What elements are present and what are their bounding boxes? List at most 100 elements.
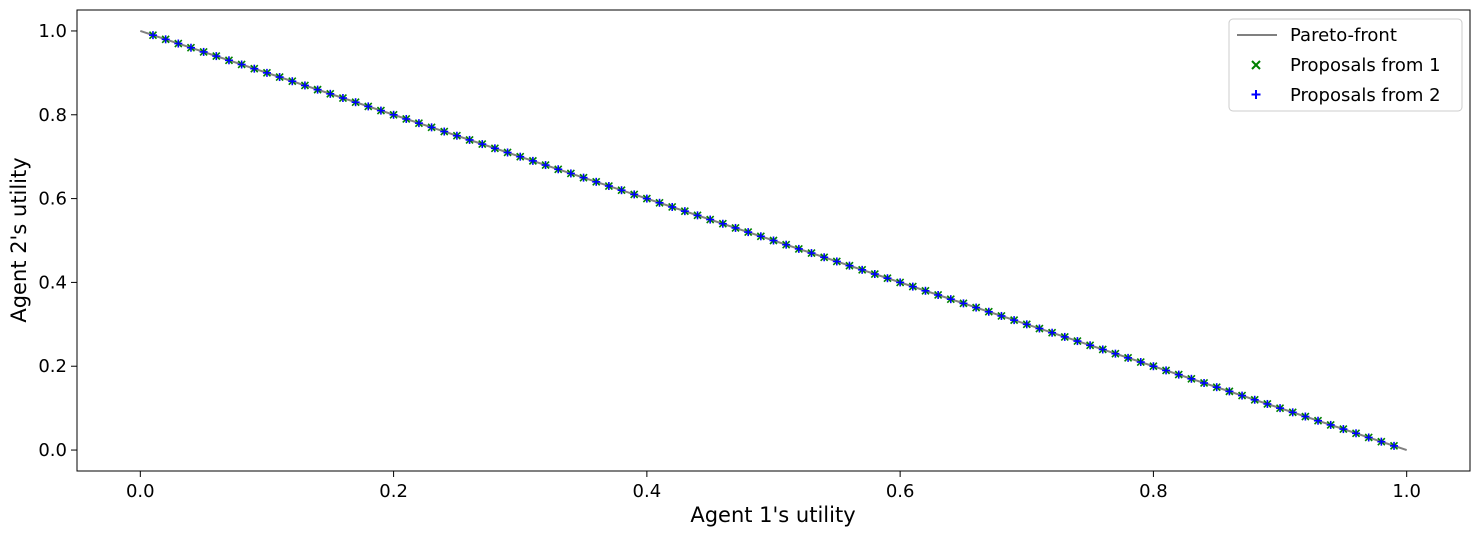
proposal-plus-marker — [1288, 408, 1297, 417]
proposal-plus-marker — [1352, 429, 1361, 438]
proposal-plus-marker — [224, 56, 233, 65]
proposal-plus-marker — [503, 148, 512, 157]
proposal-plus-marker — [1263, 399, 1272, 408]
proposal-plus-marker — [744, 228, 753, 237]
plot-frame — [76, 9, 1471, 472]
proposal-plus-marker — [199, 47, 208, 56]
x-tick-label: 1.0 — [1392, 481, 1421, 502]
proposal-plus-marker — [997, 311, 1006, 320]
proposal-plus-marker — [275, 73, 284, 82]
legend-box — [1228, 18, 1463, 112]
proposal-plus-marker — [1390, 441, 1399, 450]
proposal-plus-marker — [946, 295, 955, 304]
proposal-plus-marker — [693, 211, 702, 220]
proposal-plus-marker — [1149, 362, 1158, 371]
proposal-plus-marker — [642, 194, 651, 203]
y-tick-label: 0.4 — [38, 272, 67, 293]
proposal-plus-marker — [959, 299, 968, 308]
proposal-plus-marker — [516, 152, 525, 161]
proposal-plus-marker — [1250, 395, 1259, 404]
y-axis-ticks: 0.0 0.2 0.4 0.6 0.8 1.0 — [38, 21, 77, 461]
proposal-plus-marker — [1086, 341, 1095, 350]
proposal-plus-marker — [288, 77, 297, 86]
proposal-plus-marker — [300, 81, 309, 90]
x-tick-label: 0.8 — [1139, 481, 1168, 502]
proposal-plus-marker — [1314, 416, 1323, 425]
proposal-plus-marker — [1339, 425, 1348, 434]
proposal-plus-marker — [161, 35, 170, 44]
proposal-plus-marker — [934, 290, 943, 299]
y-tick-label: 0.2 — [38, 356, 67, 377]
proposal-plus-marker — [617, 186, 626, 195]
proposal-plus-marker — [921, 286, 930, 295]
proposal-plus-marker — [908, 282, 917, 291]
proposal-plus-marker — [1010, 316, 1019, 325]
proposal-plus-marker — [655, 198, 664, 207]
proposal-plus-marker — [338, 94, 347, 103]
proposal-plus-marker — [756, 232, 765, 241]
proposal-plus-marker — [465, 135, 474, 144]
proposal-plus-marker — [1238, 391, 1247, 400]
x-tick-label: 0.2 — [379, 481, 408, 502]
proposal-plus-marker — [769, 236, 778, 245]
proposal-plus-marker — [351, 98, 360, 107]
proposal-plus-marker — [414, 119, 423, 128]
plot-content — [140, 30, 1407, 451]
legend-series-2-label: Proposals from 2 — [1290, 85, 1441, 106]
proposal-plus-marker — [1225, 387, 1234, 396]
proposal-plus-marker — [668, 202, 677, 211]
proposal-plus-marker — [1048, 328, 1057, 337]
proposal-plus-marker — [1301, 412, 1310, 421]
proposal-plus-marker — [566, 169, 575, 178]
proposal-plus-marker — [870, 270, 879, 279]
proposal-plus-marker — [427, 123, 436, 132]
y-tick-label: 1.0 — [38, 21, 67, 42]
proposal-plus-marker — [212, 52, 221, 61]
proposal-plus-marker — [782, 240, 791, 249]
proposal-plus-marker — [1377, 437, 1386, 446]
legend-series-1-label: Proposals from 1 — [1290, 55, 1441, 76]
proposal-plus-marker — [364, 102, 373, 111]
proposal-plus-marker — [630, 190, 639, 199]
y-tick-label: 0.0 — [38, 440, 67, 461]
y-tick-label: 0.8 — [38, 105, 67, 126]
series-2 — [148, 31, 1399, 450]
proposal-plus-marker — [972, 303, 981, 312]
proposal-plus-marker — [237, 60, 246, 69]
proposal-plus-marker — [262, 68, 271, 77]
proposal-plus-marker — [883, 274, 892, 283]
x-tick-label: 0.4 — [633, 481, 662, 502]
proposal-plus-marker — [376, 106, 385, 115]
proposal-plus-marker — [794, 244, 803, 253]
proposal-plus-marker — [402, 114, 411, 123]
proposal-plus-marker — [604, 182, 613, 191]
proposal-plus-marker — [148, 31, 157, 40]
proposal-plus-marker — [845, 261, 854, 270]
proposal-plus-marker — [313, 85, 322, 94]
legend-plus-marker-icon — [1251, 90, 1261, 99]
proposal-plus-marker — [807, 249, 816, 258]
proposal-plus-marker — [984, 307, 993, 316]
proposal-plus-marker — [592, 177, 601, 186]
proposal-plus-marker — [326, 89, 335, 98]
proposal-plus-marker — [896, 278, 905, 287]
proposal-plus-marker — [820, 253, 829, 262]
proposal-plus-marker — [1022, 320, 1031, 329]
proposal-plus-marker — [1111, 349, 1120, 358]
proposal-plus-marker — [731, 223, 740, 232]
proposal-plus-marker — [1124, 353, 1133, 362]
proposal-plus-marker — [250, 64, 259, 73]
proposal-plus-marker — [706, 215, 715, 224]
proposal-plus-marker — [554, 165, 563, 174]
proposal-plus-marker — [490, 144, 499, 153]
proposal-plus-marker — [1035, 324, 1044, 333]
proposal-plus-marker — [579, 173, 588, 182]
proposal-plus-marker — [832, 257, 841, 266]
proposal-plus-marker — [1187, 374, 1196, 383]
proposal-plus-marker — [389, 110, 398, 119]
proposal-plus-marker — [528, 156, 537, 165]
x-tick-label: 0.6 — [886, 481, 915, 502]
proposal-plus-marker — [1136, 358, 1145, 367]
proposal-plus-marker — [1200, 378, 1209, 387]
